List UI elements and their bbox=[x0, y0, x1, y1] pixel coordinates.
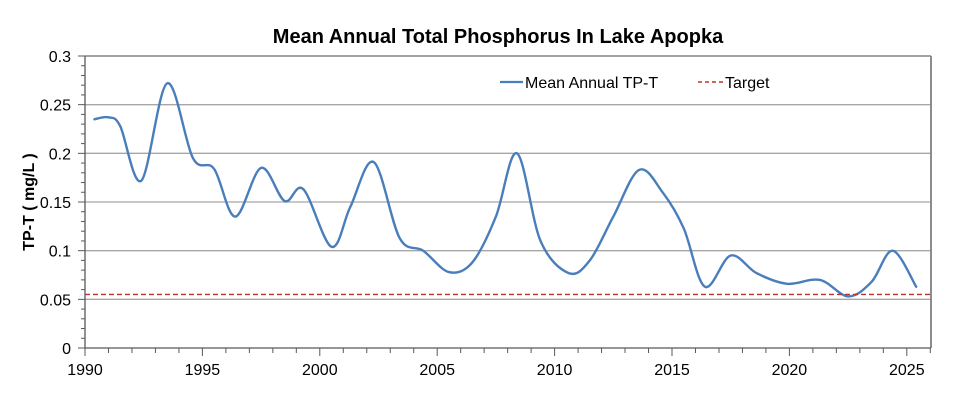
gridlines bbox=[85, 55, 931, 300]
series-line-mean-annual-tp-t bbox=[93, 82, 918, 298]
series-group bbox=[85, 82, 931, 298]
y-tick-label: 0 bbox=[62, 341, 71, 358]
axes bbox=[78, 55, 932, 356]
y-tick-label: 0.1 bbox=[49, 244, 71, 261]
x-tick-label: 2025 bbox=[889, 362, 925, 379]
x-tick-label: 2010 bbox=[537, 362, 573, 379]
y-tick-label: 0.15 bbox=[40, 195, 71, 212]
x-tick-label: 2000 bbox=[302, 362, 338, 379]
y-axis-label: TP-T ( mg/L ) bbox=[21, 153, 38, 250]
y-tick-label: 0.25 bbox=[40, 98, 71, 115]
y-tick-label: 0.3 bbox=[49, 49, 71, 66]
x-tick-label: 2020 bbox=[772, 362, 808, 379]
y-tick-label: 0.05 bbox=[40, 292, 71, 309]
legend-label-target: Target bbox=[725, 75, 770, 92]
y-tick-labels: 0 0.05 0.1 0.15 0.2 0.25 0.3 bbox=[40, 49, 71, 358]
x-tick-labels: 1990 1995 2000 2005 2010 2015 2020 2025 bbox=[67, 362, 924, 379]
x-tick-label: 1995 bbox=[185, 362, 221, 379]
x-tick-label: 2015 bbox=[654, 362, 690, 379]
y-tick-label: 0.2 bbox=[49, 146, 71, 163]
x-tick-label: 1990 bbox=[67, 362, 103, 379]
legend: Mean Annual TP-T Target bbox=[500, 75, 770, 92]
x-tick-label: 2005 bbox=[419, 362, 455, 379]
legend-label-mean-annual-tp-t: Mean Annual TP-T bbox=[525, 75, 658, 92]
chart-title: Mean Annual Total Phosphorus In Lake Apo… bbox=[273, 26, 724, 48]
